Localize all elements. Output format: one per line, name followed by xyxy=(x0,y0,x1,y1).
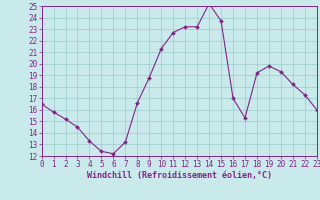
X-axis label: Windchill (Refroidissement éolien,°C): Windchill (Refroidissement éolien,°C) xyxy=(87,171,272,180)
